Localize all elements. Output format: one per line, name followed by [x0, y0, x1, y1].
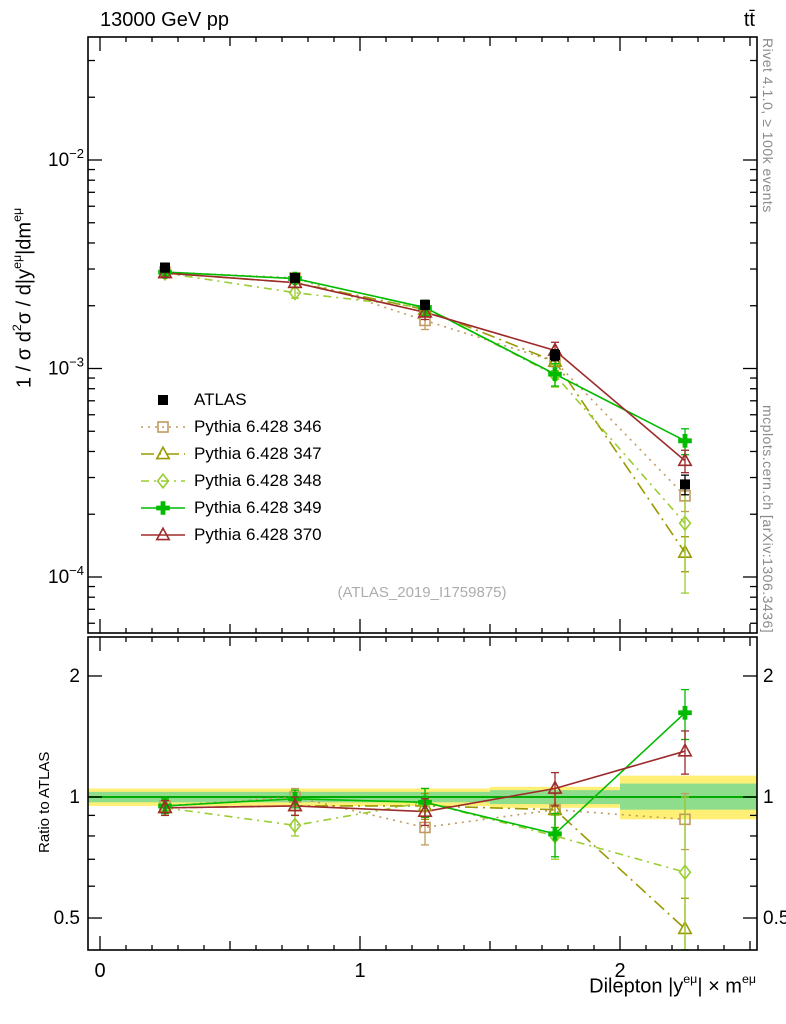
legend-item-label: Pythia 6.428 348: [194, 470, 322, 490]
header-beam-energy: 13000 GeV pp: [100, 9, 229, 31]
legend-item-series-5: Pythia 6.428 370: [140, 521, 322, 548]
legend-item-label: ATLAS: [194, 389, 247, 409]
legend-marker-icon: [141, 472, 185, 489]
svg-text:10−4: 10−4: [48, 563, 84, 588]
mcplots-attribution-note: mcplots.cern.ch [arXiv:1306.3436]: [760, 404, 776, 633]
rivet-version-note: Rivet 4.1.0, ≥ 100k events: [760, 38, 776, 213]
legend-marker-icon: [141, 420, 185, 433]
legend-item-series-2: Pythia 6.428 347: [140, 440, 322, 467]
svg-text:1: 1: [69, 787, 80, 808]
svg-text:2: 2: [763, 666, 774, 687]
y-axis-title-ratio: Ratio to ATLAS: [36, 751, 53, 853]
legend-item-series-1: Pythia 6.428 346: [140, 413, 322, 440]
legend-item-label: Pythia 6.428 370: [194, 524, 322, 544]
legend-marker-icon: [141, 445, 185, 459]
legend-marker-icon: [141, 500, 185, 515]
legend: ATLAS Pythia 6.428 346 Pythia 6.428 347 Pyt…: [140, 386, 322, 548]
legend-item-series-3: Pythia 6.428 348: [140, 467, 322, 494]
svg-text:2: 2: [69, 666, 80, 687]
svg-text:1: 1: [354, 960, 365, 982]
legend-item-label: Pythia 6.428 346: [194, 416, 322, 436]
svg-text:10−3: 10−3: [48, 355, 84, 380]
svg-text:0.5: 0.5: [763, 908, 786, 929]
svg-text:10−2: 10−2: [48, 146, 84, 171]
header-process: tt̄: [743, 9, 755, 31]
svg-text:1: 1: [763, 787, 774, 808]
legend-item-series-4: Pythia 6.428 349: [140, 494, 322, 521]
analysis-id-watermark: (ATLAS_2019_I1759875): [337, 584, 507, 601]
svg-text:0.5: 0.5: [54, 908, 80, 929]
legend-item-label: Pythia 6.428 349: [194, 497, 322, 517]
svg-text:2: 2: [614, 960, 625, 982]
legend-marker-icon: [141, 526, 185, 540]
legend-item-atlas: ATLAS: [140, 386, 322, 413]
legend-marker-icon: [158, 394, 168, 405]
y-axis-title-main: 1 / σ d2σ / d|yeμ|dmeμ: [10, 207, 36, 388]
legend-item-label: Pythia 6.428 347: [194, 443, 322, 463]
svg-text:0: 0: [94, 960, 105, 982]
x-axis-title: Dilepton |yeμ| × meμ: [589, 972, 756, 998]
